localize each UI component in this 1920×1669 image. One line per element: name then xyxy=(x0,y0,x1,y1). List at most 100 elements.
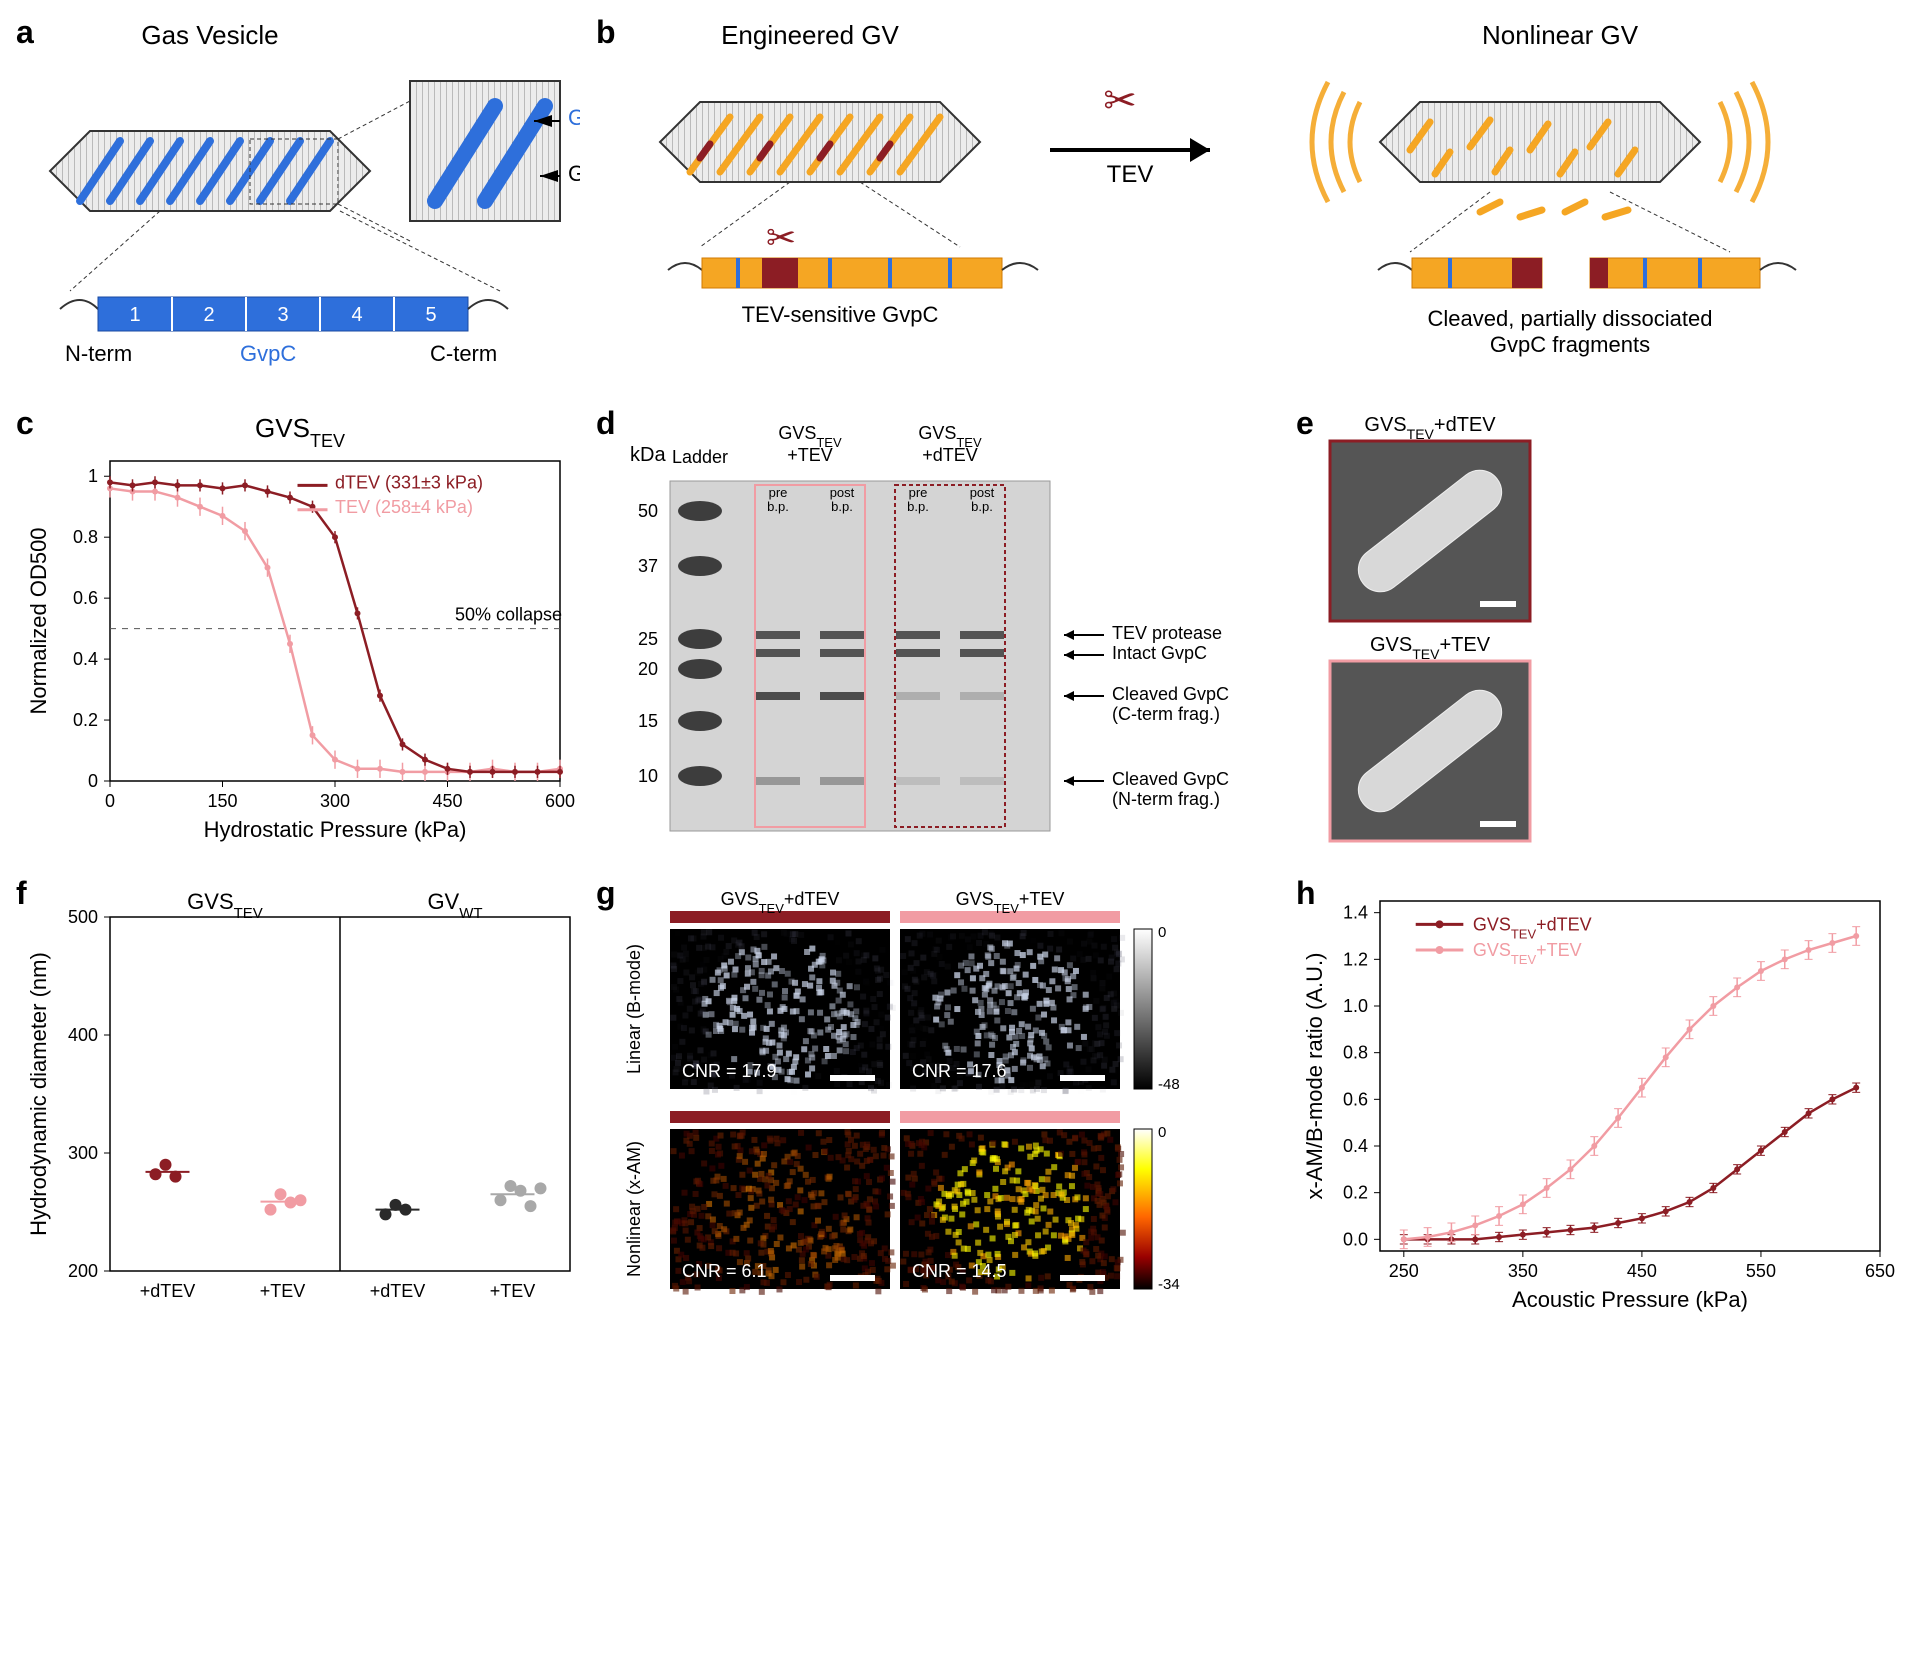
svg-text:(C-term frag.): (C-term frag.) xyxy=(1112,704,1220,724)
svg-text:+TEV: +TEV xyxy=(787,445,833,465)
panel-g-label: g xyxy=(596,875,616,912)
svg-text:Normalized OD500: Normalized OD500 xyxy=(26,527,51,714)
svg-text:GVSTEV+dTEV: GVSTEV+dTEV xyxy=(1473,914,1592,941)
svg-text:0: 0 xyxy=(1158,924,1166,941)
svg-text:600: 600 xyxy=(545,791,575,811)
svg-text:450: 450 xyxy=(1627,1261,1657,1281)
svg-text:Intact GvpC: Intact GvpC xyxy=(1112,643,1207,663)
cleaved-caption-1: Cleaved, partially dissociated xyxy=(1428,306,1713,331)
svg-text:250: 250 xyxy=(1389,1261,1419,1281)
panel-b-diagram: Engineered GV xyxy=(600,20,1920,360)
panel-d: d kDa503725201510LadderGVSTEV+TEVGVSTEV+… xyxy=(600,411,1280,851)
panel-b-label: b xyxy=(596,14,616,51)
svg-text:TEV protease: TEV protease xyxy=(1112,623,1222,643)
svg-text:Ladder: Ladder xyxy=(672,447,728,467)
svg-text:+dTEV: +dTEV xyxy=(370,1281,426,1301)
panel-d-gel: kDa503725201510LadderGVSTEV+TEVGVSTEV+dT… xyxy=(600,411,1280,851)
svg-text:550: 550 xyxy=(1746,1261,1776,1281)
svg-text:0.8: 0.8 xyxy=(73,527,98,547)
svg-text:(N-term frag.): (N-term frag.) xyxy=(1112,789,1220,809)
svg-text:15: 15 xyxy=(638,711,658,731)
cterm-label: C-term xyxy=(430,341,497,366)
scissors-icon: ✂ xyxy=(766,217,796,258)
svg-text:1.4: 1.4 xyxy=(1343,903,1368,923)
svg-text:350: 350 xyxy=(1508,1261,1538,1281)
panel-c-label: c xyxy=(16,405,34,442)
panel-a-title: Gas Vesicle xyxy=(60,20,360,51)
figure: a Gas Vesicle xyxy=(20,20,1900,1321)
svg-text:Nonlinear (x-AM): Nonlinear (x-AM) xyxy=(624,1141,644,1277)
panel-a-diagram: GvpC GvpA 12345 N-term GvpC xyxy=(20,61,580,381)
gvpc-center: GvpC xyxy=(240,341,296,366)
svg-text:4: 4 xyxy=(351,304,362,326)
nterm-label: N-term xyxy=(65,341,132,366)
svg-text:+dTEV: +dTEV xyxy=(922,445,978,465)
svg-text:0.2: 0.2 xyxy=(1343,1183,1368,1203)
panel-h-label: h xyxy=(1296,875,1316,912)
svg-text:0: 0 xyxy=(1158,1124,1166,1141)
panel-e-label: e xyxy=(1296,405,1314,442)
svg-text:-34: -34 xyxy=(1158,1276,1180,1293)
panel-h: h 2503504505506500.00.20.40.60.81.01.21.… xyxy=(1300,881,1920,1321)
svg-text:0.6: 0.6 xyxy=(1343,1089,1368,1109)
svg-text:+TEV: +TEV xyxy=(260,1281,306,1301)
panel-f-chart: 200300400500Hydrodynamic diameter (nm)GV… xyxy=(20,881,580,1321)
svg-text:1: 1 xyxy=(88,466,98,486)
svg-text:Acoustic Pressure (kPa): Acoustic Pressure (kPa) xyxy=(1512,1287,1748,1312)
panel-b: b Engineered GV xyxy=(600,20,1920,381)
tev-arrow-label: TEV xyxy=(1107,161,1154,188)
svg-text:+TEV: +TEV xyxy=(490,1281,536,1301)
svg-text:GVSTEV+TEV: GVSTEV+TEV xyxy=(1473,940,1582,967)
svg-text:650: 650 xyxy=(1865,1261,1895,1281)
svg-text:20: 20 xyxy=(638,659,658,679)
svg-text:0.8: 0.8 xyxy=(1343,1043,1368,1063)
svg-text:GVSTEV+TEV: GVSTEV+TEV xyxy=(1370,634,1491,662)
cleaved-caption-2: GvpC fragments xyxy=(1490,332,1650,357)
panel-e: e GVSTEV+dTEVGVSTEV+TEV xyxy=(1300,411,1920,851)
svg-text:300: 300 xyxy=(68,1143,98,1163)
svg-text:+dTEV: +dTEV xyxy=(140,1281,196,1301)
svg-text:CNR = 14.5: CNR = 14.5 xyxy=(912,1261,1007,1281)
svg-text:200: 200 xyxy=(68,1261,98,1281)
panel-g-images: GVSTEV+dTEVGVSTEV+TEVCNR = 17.9CNR = 17.… xyxy=(600,881,1280,1321)
svg-text:150: 150 xyxy=(207,791,237,811)
panel-f-label: f xyxy=(16,875,27,912)
svg-text:1.0: 1.0 xyxy=(1343,996,1368,1016)
panel-f: f 200300400500Hydrodynamic diameter (nm)… xyxy=(20,881,580,1321)
svg-text:0.2: 0.2 xyxy=(73,710,98,730)
svg-text:5: 5 xyxy=(425,304,436,326)
svg-text:0: 0 xyxy=(105,791,115,811)
tev-sensitive-label: TEV-sensitive GvpC xyxy=(742,302,939,327)
svg-text:37: 37 xyxy=(638,556,658,576)
svg-text:50: 50 xyxy=(638,501,658,521)
svg-text:450: 450 xyxy=(432,791,462,811)
svg-text:3: 3 xyxy=(277,304,288,326)
svg-text:Cleaved GvpC: Cleaved GvpC xyxy=(1112,769,1229,789)
svg-text:GVSTEV: GVSTEV xyxy=(255,413,345,451)
panel-c-chart: GVSTEV015030045060000.20.40.60.81Hydrost… xyxy=(20,411,580,851)
svg-text:GVSTEV+dTEV: GVSTEV+dTEV xyxy=(1364,414,1496,442)
svg-text:-48: -48 xyxy=(1158,1076,1180,1093)
svg-text:post: post xyxy=(830,485,855,500)
svg-text:Linear (B-mode): Linear (B-mode) xyxy=(624,944,644,1074)
svg-text:0.4: 0.4 xyxy=(1343,1136,1368,1156)
svg-text:b.p.: b.p. xyxy=(907,499,929,514)
svg-text:b.p.: b.p. xyxy=(971,499,993,514)
panel-e-em: GVSTEV+dTEV GVSTEV+TEV xyxy=(1300,411,1580,851)
svg-text:b.p.: b.p. xyxy=(767,499,789,514)
svg-text:CNR = 6.1: CNR = 6.1 xyxy=(682,1261,767,1281)
svg-text:kDa: kDa xyxy=(630,444,666,466)
scissors-icon-2: ✂ xyxy=(1103,79,1137,123)
svg-text:pre: pre xyxy=(909,485,928,500)
svg-text:500: 500 xyxy=(68,907,98,927)
panel-a: a Gas Vesicle xyxy=(20,20,580,381)
svg-text:2: 2 xyxy=(203,304,214,326)
svg-text:1: 1 xyxy=(129,304,140,326)
gvpc-label: GvpC xyxy=(568,105,580,130)
svg-text:400: 400 xyxy=(68,1025,98,1045)
nonlinear-gv-label: Nonlinear GV xyxy=(1482,20,1639,50)
svg-text:pre: pre xyxy=(769,485,788,500)
svg-text:dTEV (331±3 kPa): dTEV (331±3 kPa) xyxy=(335,472,483,492)
svg-text:Cleaved GvpC: Cleaved GvpC xyxy=(1112,684,1229,704)
svg-text:1.2: 1.2 xyxy=(1343,949,1368,969)
